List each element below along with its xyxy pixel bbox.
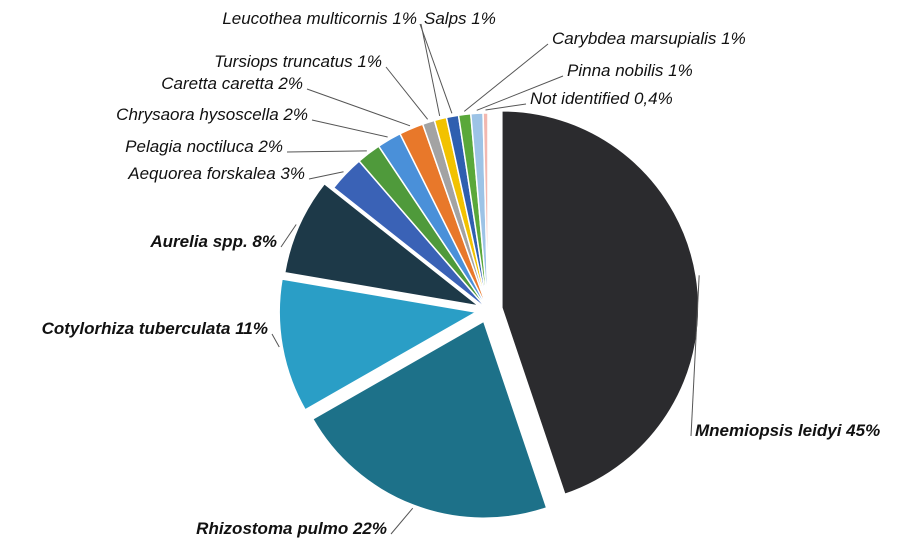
- category-name: Mnemiopsis leidyi: [695, 421, 843, 440]
- value-label: 8%: [252, 232, 277, 251]
- slice-label: Aequorea forskalea 3%: [127, 164, 305, 183]
- slice-label: Not identified 0,4%: [530, 89, 673, 108]
- category-name: Rhizostoma pulmo: [196, 519, 348, 538]
- category-name: Tursiops truncatus: [214, 52, 353, 71]
- leader-line: [386, 67, 428, 119]
- category-name: Carybdea marsupialis: [552, 29, 717, 48]
- slice-label: Tursiops truncatus 1%: [214, 52, 382, 71]
- slice-label: Mnemiopsis leidyi 45%: [695, 421, 880, 440]
- leader-line: [309, 172, 344, 179]
- category-name: Pelagia noctiluca: [125, 137, 254, 156]
- value-label: 2%: [257, 137, 283, 156]
- slice-label: Salps 1%: [424, 9, 496, 28]
- category-name: Caretta caretta: [161, 74, 273, 93]
- category-name: Chrysaora hysoscella: [116, 105, 279, 124]
- category-name: Aequorea forskalea: [127, 164, 275, 183]
- leader-line: [312, 120, 388, 137]
- value-label: 1%: [668, 61, 693, 80]
- slice-label: Caretta caretta 2%: [161, 74, 303, 93]
- slice-label: Pinna nobilis 1%: [567, 61, 693, 80]
- slice-label: Aurelia spp. 8%: [149, 232, 277, 251]
- category-name: Salps: [424, 9, 467, 28]
- slice-label: Pelagia noctiluca 2%: [125, 137, 283, 156]
- chart: Mnemiopsis leidyi 45% Rhizostoma pulmo 22…: [0, 0, 903, 541]
- leader-line: [307, 89, 410, 126]
- value-label: 2%: [277, 74, 303, 93]
- leader-line: [287, 151, 367, 152]
- value-label: 22%: [352, 519, 387, 538]
- value-label: 1%: [357, 52, 382, 71]
- leader-line: [272, 334, 279, 347]
- value-label: 1%: [392, 9, 417, 28]
- value-label: 3%: [280, 164, 305, 183]
- value-label: 2%: [282, 105, 308, 124]
- value-label: 11%: [235, 319, 268, 338]
- category-name: Leucothea multicornis: [222, 9, 388, 28]
- slice-label: Chrysaora hysoscella 2%: [116, 105, 308, 124]
- slice-label: Carybdea marsupialis 1%: [552, 29, 746, 48]
- slice-label: Cotylorhiza tuberculata 11%: [42, 319, 268, 338]
- category-name: Cotylorhiza tuberculata: [42, 319, 231, 338]
- category-name: Not identified: [530, 89, 630, 108]
- category-name: Aurelia spp.: [149, 232, 247, 251]
- value-label: 1%: [471, 9, 496, 28]
- slice-label: Rhizostoma pulmo 22%: [196, 519, 387, 538]
- value-label: 0,4%: [634, 89, 673, 108]
- category-name: Pinna nobilis: [567, 61, 664, 80]
- value-label: 45%: [845, 421, 880, 440]
- leader-line: [391, 508, 413, 534]
- slice-label: Leucothea multicornis 1%: [222, 9, 417, 28]
- pie-slice: [502, 111, 699, 495]
- value-label: 1%: [721, 29, 746, 48]
